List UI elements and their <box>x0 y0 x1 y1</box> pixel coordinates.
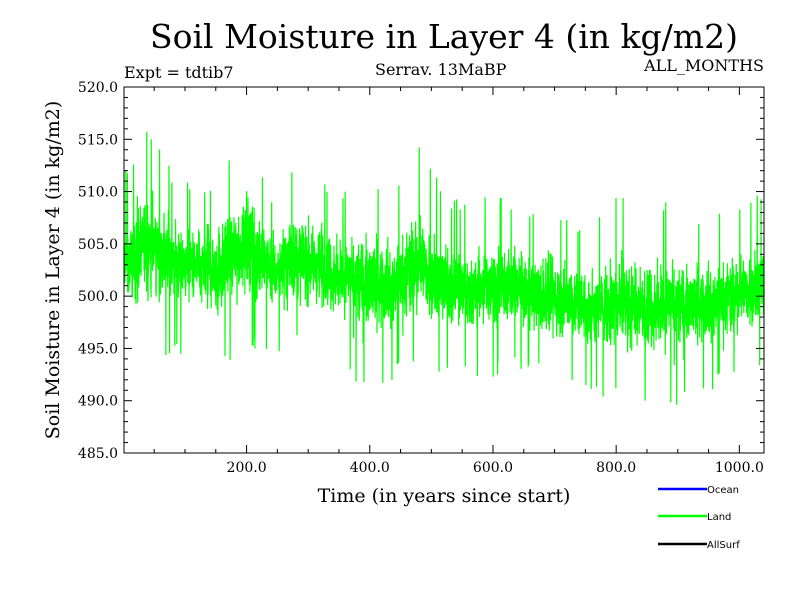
legend-label-allsurf: AllSurf <box>707 540 740 551</box>
y-tick-label: 485.0 <box>78 446 118 462</box>
y-tick-label: 520.0 <box>78 80 118 96</box>
y-tick-label: 490.0 <box>78 394 118 410</box>
series-line-land <box>123 131 765 405</box>
experiment-label: Expt = tdtib7 <box>124 63 234 82</box>
data-series <box>123 131 765 405</box>
x-axis: 200.0 400.0 600.0 800.0 1000.0 <box>153 87 764 476</box>
y-tick-label: 515.0 <box>78 132 118 148</box>
x-tick-label: 800.0 <box>596 460 636 476</box>
x-axis-title: Time (in years since start) <box>318 485 571 507</box>
y-tick-label: 505.0 <box>78 237 118 253</box>
y-tick-label: 510.0 <box>78 185 118 201</box>
period-label: ALL_MONTHS <box>643 56 764 75</box>
plot-area <box>123 131 765 405</box>
x-tick-label: 1000.0 <box>715 460 764 476</box>
subtitle: Serrav. 13MaBP <box>375 60 507 79</box>
x-tick-label: 400.0 <box>350 460 390 476</box>
chart-title: Soil Moisture in Layer 4 (in kg/m2) <box>150 17 738 56</box>
y-axis: 485.0 490.0 495.0 500.0 505.0 510.0 515.0 520.0 <box>78 80 764 462</box>
x-tick-label: 200.0 <box>227 460 267 476</box>
y-tick-label: 500.0 <box>78 289 118 305</box>
plot-frame <box>123 86 765 454</box>
y-axis-title: Soil Moisture in Layer 4 (in kg/m2) <box>42 101 64 440</box>
legend-label-land: Land <box>707 512 731 523</box>
x-tick-label: 600.0 <box>473 460 513 476</box>
legend: Ocean Land AllSurf <box>658 485 740 551</box>
legend-label-ocean: Ocean <box>707 485 739 496</box>
y-tick-label: 495.0 <box>78 341 118 357</box>
